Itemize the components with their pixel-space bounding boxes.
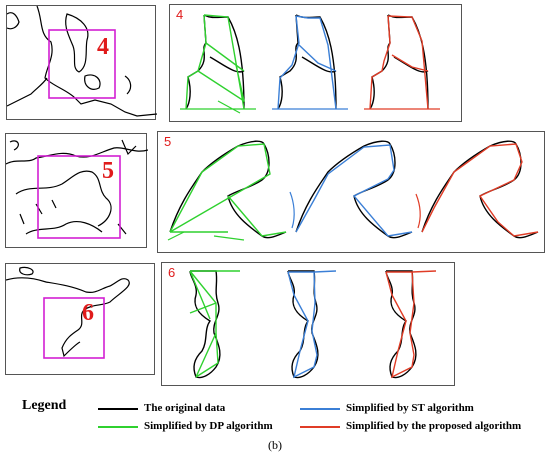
figure-caption: (b) (268, 438, 282, 452)
panel-number-4: 4 (176, 7, 184, 22)
st-plot-6 (287, 270, 337, 379)
legend-swatch-st (300, 408, 340, 410)
region-box-6 (43, 297, 105, 359)
region-box-4 (48, 29, 116, 99)
legend-label-st: Simplified by ST algorithm (346, 402, 474, 414)
region-box-5 (37, 155, 121, 239)
region-label-5: 5 (102, 158, 114, 184)
st-plot-5 (289, 140, 413, 239)
legend-label-original: The original data (144, 402, 226, 414)
coastline-map-5: 5 (6, 139, 148, 239)
overview-map-6: 6 (5, 263, 155, 375)
legend-title: Legend (22, 398, 67, 413)
simplification-plots-6 (189, 270, 437, 379)
comparison-panel-6: 6 (161, 262, 455, 386)
legend-label-proposed: Simplified by the proposed algorithm (346, 420, 522, 432)
st-plot-4 (272, 14, 348, 110)
proposed-plot-5 (415, 140, 539, 239)
dp-plot-5 (167, 140, 287, 241)
legend-swatch-proposed (300, 426, 340, 428)
comparison-panel-4: 4 (169, 4, 462, 122)
region-label-6: 6 (82, 300, 94, 326)
simplification-plots-5 (167, 140, 539, 241)
coastline-map-6: 6 (6, 266, 130, 359)
legend-label-dp: Simplified by DP algorithm (144, 420, 273, 432)
simplification-plots-4 (180, 14, 440, 114)
dp-plot-6 (189, 270, 240, 379)
panel-number-5: 5 (164, 134, 172, 149)
legend-swatch-original (98, 408, 138, 410)
dp-plot-4 (180, 14, 256, 114)
coastline-map-4: 4 (7, 6, 157, 117)
proposed-plot-4 (364, 14, 440, 110)
region-label-4: 4 (97, 34, 109, 60)
comparison-panel-5: 5 (157, 131, 545, 253)
legend-swatch-dp (98, 426, 138, 428)
overview-map-4: 4 (6, 5, 157, 120)
proposed-plot-6 (385, 270, 437, 379)
overview-map-5: 5 (5, 133, 148, 248)
panel-number-6: 6 (168, 265, 176, 280)
